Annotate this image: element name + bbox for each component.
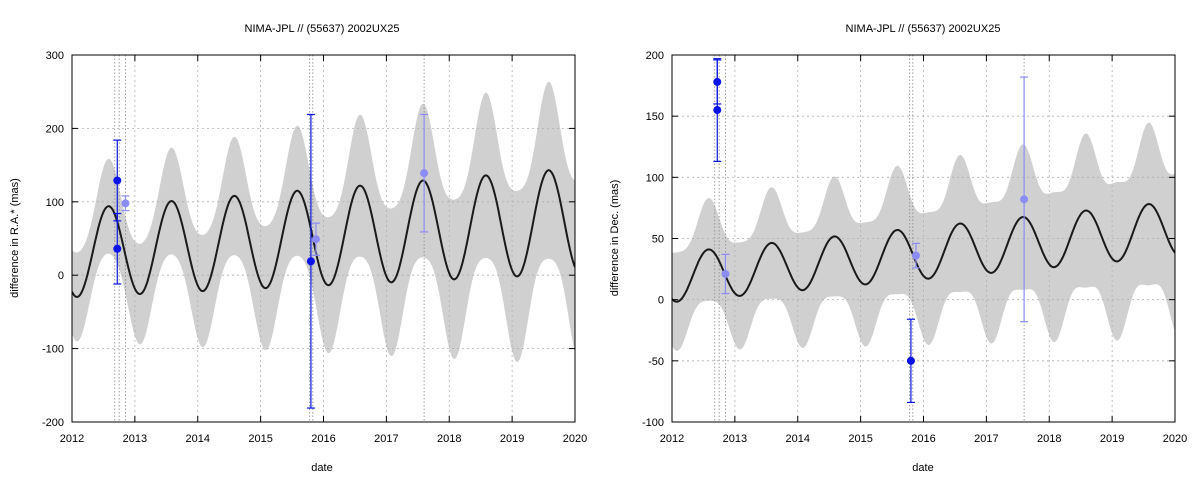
ra-y-tick-label: 100 xyxy=(46,197,64,209)
dec-y-tick-label: 150 xyxy=(646,111,664,123)
dec-x-tick-label: 2018 xyxy=(1037,433,1061,445)
dec-light-point xyxy=(911,251,920,260)
ra-y-tick-label: 0 xyxy=(58,270,64,282)
ra-y-tick-label: -200 xyxy=(42,417,64,429)
dec-y-tick-label: -100 xyxy=(642,417,664,429)
ra-x-tick-label: 2014 xyxy=(186,433,210,445)
dec-x-tick-label: 2012 xyxy=(660,433,684,445)
ra-chart: NIMA-JPL // (55637) 2002UX25 date differ… xyxy=(9,23,587,474)
dec-light-observation xyxy=(911,242,920,269)
ra-x-tick-label: 2017 xyxy=(374,433,398,445)
ra-dark-observation xyxy=(113,139,122,222)
dec-dark-observation xyxy=(713,58,722,163)
ra-light-point xyxy=(311,235,320,244)
ra-dark-point xyxy=(113,244,122,253)
dec-dark-point xyxy=(713,106,722,115)
dec-x-axis-label: date xyxy=(912,462,933,474)
dec-y-tick-label: 50 xyxy=(652,234,664,246)
ra-light-point xyxy=(420,169,429,178)
ra-y-tick-label: 300 xyxy=(46,50,64,62)
ra-y-tick-label: 200 xyxy=(46,123,64,135)
dec-y-tick-label: 100 xyxy=(646,172,664,184)
ra-dark-point xyxy=(306,257,315,266)
ra-dark-observation xyxy=(306,113,315,409)
ra-dark-point xyxy=(113,176,122,185)
ra-light-observation xyxy=(121,195,130,212)
ra-model-curve xyxy=(72,169,575,299)
dec-dark-observation xyxy=(906,318,915,404)
dec-chart-title: NIMA-JPL // (55637) 2002UX25 xyxy=(846,23,1001,35)
dec-x-tick-label: 2019 xyxy=(1100,433,1124,445)
ra-light-point xyxy=(121,199,130,208)
ra-chart-title: NIMA-JPL // (55637) 2002UX25 xyxy=(245,23,400,35)
ra-x-tick-label: 2019 xyxy=(500,433,524,445)
ra-y-axis-label: difference in R.A.* (mas) xyxy=(9,178,21,298)
ra-dark-observation xyxy=(113,212,122,285)
ra-plot-area xyxy=(72,55,575,422)
dec-x-tick-label: 2020 xyxy=(1163,433,1187,445)
ra-x-tick-label: 2020 xyxy=(563,433,587,445)
ra-y-tick-label: -100 xyxy=(42,344,64,356)
dec-chart: NIMA-JPL // (55637) 2002UX25 date differ… xyxy=(609,23,1187,474)
dec-light-observation xyxy=(1020,76,1029,323)
ra-x-tick-label: 2015 xyxy=(248,433,272,445)
dec-light-observation xyxy=(721,253,730,295)
dec-light-point xyxy=(721,269,730,278)
dec-x-tick-label: 2016 xyxy=(911,433,935,445)
ra-x-tick-label: 2016 xyxy=(311,433,335,445)
dec-x-tick-label: 2013 xyxy=(723,433,747,445)
ra-x-tick-label: 2018 xyxy=(437,433,461,445)
dec-y-tick-label: -50 xyxy=(648,356,664,368)
ra-x-tick-label: 2013 xyxy=(123,433,147,445)
dec-x-tick-label: 2017 xyxy=(974,433,998,445)
dec-dark-point xyxy=(906,356,915,365)
dec-y-tick-label: 0 xyxy=(658,295,664,307)
dec-y-axis-label: difference in Dec. (mas) xyxy=(609,180,621,297)
dec-plot-area xyxy=(672,55,1175,422)
dec-x-tick-label: 2015 xyxy=(848,433,872,445)
dec-x-tick-label: 2014 xyxy=(786,433,810,445)
ra-light-observation xyxy=(420,113,429,233)
dec-light-point xyxy=(1020,195,1029,204)
ra-x-tick-label: 2012 xyxy=(60,433,84,445)
ra-light-observation xyxy=(311,222,320,256)
dec-model-curve xyxy=(672,202,1175,303)
dec-y-tick-label: 200 xyxy=(646,50,664,62)
ra-x-axis-label: date xyxy=(311,462,332,474)
